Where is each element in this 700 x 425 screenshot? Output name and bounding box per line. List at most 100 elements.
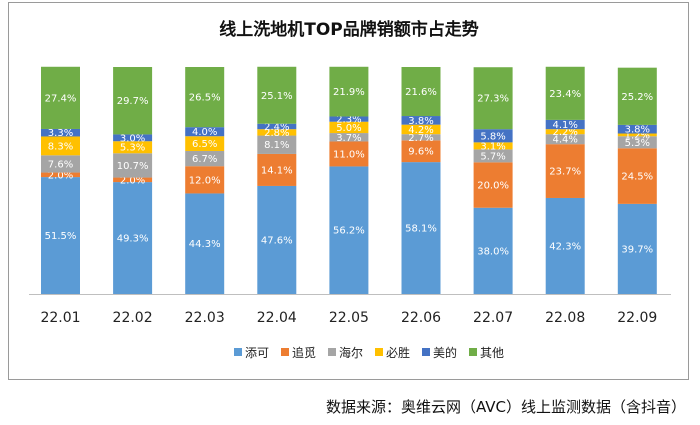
data-label: 5.3% [120, 143, 145, 154]
bar-segment-5-8 [545, 119, 585, 130]
data-label: 3.8% [625, 125, 650, 136]
x-tick-label: 22.08 [545, 310, 585, 326]
bar-segment-2-4 [257, 153, 297, 186]
data-label: 5.3% [625, 138, 650, 149]
data-source-note: 数据来源：奥维云网（AVC）线上监测数据（含抖音） [325, 398, 686, 416]
bar-segment-4-9 [617, 133, 657, 137]
chart-title: 线上洗地机TOP品牌销额市占走势 [219, 19, 479, 40]
bar-segment-4-8 [545, 129, 585, 135]
data-label: 5.7% [480, 151, 505, 162]
bar-segment-1-8 [545, 197, 585, 294]
bar-segment-6-9 [617, 67, 657, 125]
data-label: 8.3% [48, 141, 73, 152]
data-label: 49.3% [117, 234, 149, 245]
bar-segment-1-5 [329, 166, 369, 294]
data-label: 58.1% [405, 224, 437, 235]
bar-segment-6-6 [401, 67, 441, 117]
data-label: 24.5% [621, 172, 653, 183]
data-label: 56.2% [333, 226, 365, 237]
bar-segment-3-4 [257, 135, 297, 154]
data-label: 3.8% [408, 116, 433, 127]
legend-swatch-3 [328, 348, 336, 356]
bar-segment-1-6 [401, 162, 441, 294]
bar-segment-2-7 [473, 162, 513, 208]
data-label: 2.2% [552, 127, 577, 138]
data-label: 51.5% [45, 231, 77, 242]
data-label: 7.6% [48, 159, 73, 170]
bar-segment-5-2 [113, 134, 153, 142]
data-label: 29.7% [117, 96, 149, 107]
x-tick-label: 22.01 [40, 310, 80, 326]
data-label: 21.9% [333, 87, 365, 98]
data-label: 27.4% [45, 93, 77, 104]
data-label: 27.3% [477, 94, 509, 105]
bar-segment-3-9 [617, 136, 657, 149]
x-tick-label: 22.06 [401, 310, 441, 326]
data-label: 14.1% [261, 165, 293, 176]
data-label: 6.5% [192, 139, 217, 150]
data-label: 44.3% [189, 239, 221, 250]
x-tick-label: 22.04 [257, 310, 297, 326]
bar-segment-6-2 [113, 67, 153, 135]
data-label: 3.7% [336, 133, 361, 144]
data-label: 42.3% [549, 241, 581, 252]
data-label: 2.8% [264, 128, 289, 139]
x-tick-label: 22.07 [473, 310, 513, 326]
data-label: 5.8% [480, 131, 505, 142]
data-label: 4.4% [552, 135, 577, 146]
bar-segment-6-7 [473, 67, 513, 130]
x-tick-label: 22.03 [185, 310, 225, 326]
legend-label: 其他 [480, 346, 504, 360]
data-label: 47.6% [261, 235, 293, 246]
data-label: 3.3% [48, 128, 73, 139]
bar-segment-2-1 [41, 172, 80, 178]
legend-swatch-5 [422, 348, 430, 356]
bar-segment-1-2 [113, 182, 153, 294]
bar-segment-6-1 [41, 66, 80, 129]
bar-segment-2-6 [401, 140, 441, 163]
bar-segment-4-7 [473, 142, 513, 150]
bar-segment-5-5 [329, 116, 369, 122]
data-label: 5.0% [336, 123, 361, 134]
data-label: 23.7% [549, 167, 581, 178]
data-label: 11.0% [333, 149, 365, 160]
bar-segment-1-3 [185, 193, 225, 294]
bar-segment-4-2 [113, 141, 153, 154]
bar-segment-2-5 [329, 141, 369, 167]
x-tick-label: 22.02 [113, 310, 153, 326]
bar-segment-3-7 [473, 149, 513, 163]
bar-segment-3-1 [41, 155, 80, 173]
data-label: 3.1% [480, 141, 505, 152]
bar-segment-5-4 [257, 123, 297, 130]
bar-segment-1-1 [41, 177, 80, 294]
data-label: 9.6% [408, 147, 433, 158]
legend-label: 必胜 [386, 345, 410, 360]
legend-label: 海尔 [339, 345, 363, 360]
x-tick-label: 22.05 [329, 310, 369, 326]
legend-swatch-4 [375, 348, 383, 356]
bar-segment-6-8 [545, 66, 585, 120]
data-label: 39.7% [621, 244, 653, 255]
stacked-bar-chart: 线上洗地机TOP品牌销额市占走势51.5%2.0%7.6%8.3%3.3%27.… [29, 19, 671, 360]
data-label: 2.7% [408, 133, 433, 144]
bar-segment-2-8 [545, 144, 585, 198]
bar-segment-1-7 [473, 207, 513, 294]
data-label: 2.3% [336, 115, 361, 126]
data-label: 25.2% [621, 92, 653, 103]
bar-segment-5-7 [473, 129, 513, 143]
bar-segment-4-4 [257, 129, 297, 136]
data-label: 23.4% [549, 89, 581, 100]
chart-frame: 线上洗地机TOP品牌销额市占走势 51.5% 2.0% 7.6% 8.3% 3.3% 27.… [8, 2, 689, 380]
bar-segment-6-5 [329, 66, 369, 117]
bar-segment-2-2 [113, 177, 153, 183]
data-label: 6.7% [192, 154, 217, 165]
bar-segment-6-3 [185, 67, 225, 128]
bar-segment-1-4 [257, 185, 297, 294]
legend-swatch-6 [469, 348, 477, 356]
bar-segment-3-2 [113, 153, 153, 178]
data-label: 4.2% [408, 125, 433, 136]
x-tick-label: 22.09 [617, 310, 657, 326]
bar-segment-4-3 [185, 136, 225, 151]
data-label: 20.0% [477, 181, 509, 192]
data-label: 1.2% [625, 130, 650, 141]
